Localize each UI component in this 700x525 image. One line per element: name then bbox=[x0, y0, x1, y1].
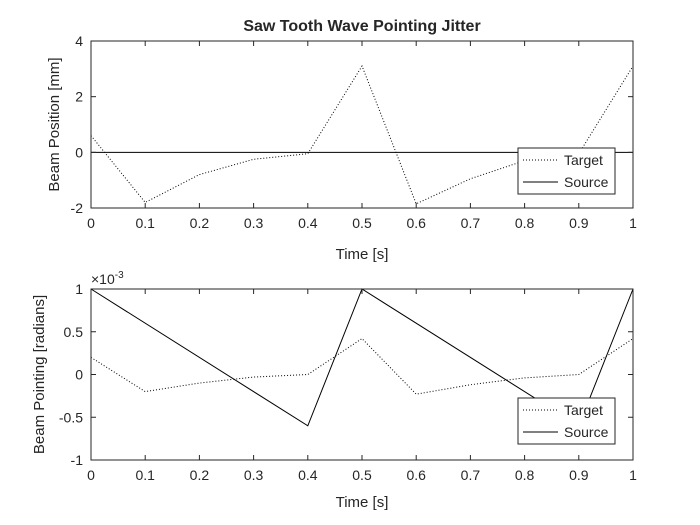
bottom-plot-y-ticks: -1 -0.5 0 0.5 1 bbox=[59, 281, 633, 468]
bottom-x-tick-label: 0 bbox=[87, 467, 95, 483]
exponent-base: ×10 bbox=[91, 271, 115, 287]
bottom-y-tick-label: 0.5 bbox=[64, 324, 84, 340]
bottom-x-tick-label: 0.8 bbox=[515, 467, 535, 483]
bottom-x-tick-label: 0.1 bbox=[135, 467, 155, 483]
bottom-x-tick-label: 0.2 bbox=[190, 467, 210, 483]
top-x-tick-label: 0.8 bbox=[515, 215, 535, 231]
bottom-plot-x-ticks: 0 0.1 0.2 0.3 0.4 0.5 0.6 0.7 0.8 0.9 1 bbox=[87, 289, 637, 483]
bottom-plot-legend: Target Source bbox=[517, 397, 616, 445]
bottom-legend-source-label: Source bbox=[564, 424, 609, 440]
bottom-x-tick-label: 0.6 bbox=[406, 467, 426, 483]
bottom-series-target-line bbox=[90, 337, 634, 395]
top-plot: Saw Tooth Wave Pointing Jitter 0 0.1 0.2 0.… bbox=[46, 18, 637, 263]
top-y-tick-label: 4 bbox=[75, 33, 83, 49]
top-plot-legend: Target Source bbox=[517, 147, 616, 195]
top-y-tick-label: 0 bbox=[75, 144, 83, 160]
bottom-plot-y-label: Beam Pointing [radians] bbox=[31, 295, 48, 454]
top-legend-target-label: Target bbox=[564, 152, 603, 168]
bottom-x-tick-label: 0.7 bbox=[461, 467, 481, 483]
top-plot-y-ticks: -2 0 2 4 bbox=[71, 33, 633, 216]
bottom-plot: 0 0.1 0.2 0.3 0.4 0.5 0.6 0.7 0.8 0.9 1 -1 -0.5 0 0.5… bbox=[31, 270, 637, 511]
bottom-y-tick-label: 0 bbox=[75, 367, 83, 383]
top-x-tick-label: 0.3 bbox=[244, 215, 264, 231]
exponent-power: -3 bbox=[115, 270, 124, 281]
bottom-y-tick-label: -0.5 bbox=[59, 409, 83, 425]
bottom-x-tick-label: 0.5 bbox=[352, 467, 372, 483]
top-plot-y-label: Beam Position [mm] bbox=[46, 57, 63, 191]
top-series-target-line bbox=[90, 64, 634, 205]
bottom-y-tick-label: 1 bbox=[75, 281, 83, 297]
top-x-tick-label: 0.2 bbox=[190, 215, 210, 231]
bottom-plot-x-label: Time [s] bbox=[336, 494, 389, 511]
bottom-x-tick-label: 0.9 bbox=[569, 467, 589, 483]
top-y-tick-label: -2 bbox=[71, 200, 84, 216]
top-plot-title: Saw Tooth Wave Pointing Jitter bbox=[243, 18, 480, 35]
bottom-x-tick-label: 1 bbox=[629, 467, 637, 483]
top-plot-x-label: Time [s] bbox=[336, 246, 389, 263]
top-x-tick-label: 0.1 bbox=[135, 215, 155, 231]
top-x-tick-label: 0.6 bbox=[406, 215, 426, 231]
bottom-x-tick-label: 0.4 bbox=[298, 467, 318, 483]
bottom-x-tick-label: 0.3 bbox=[244, 467, 264, 483]
top-x-tick-label: 0.7 bbox=[461, 215, 481, 231]
top-x-tick-label: 0.4 bbox=[298, 215, 318, 231]
top-x-tick-label: 1 bbox=[629, 215, 637, 231]
top-x-tick-label: 0 bbox=[87, 215, 95, 231]
top-legend-source-label: Source bbox=[564, 174, 609, 190]
bottom-legend-target-label: Target bbox=[564, 402, 603, 418]
bottom-plot-exponent: ×10-3 bbox=[91, 270, 124, 287]
top-plot-x-ticks: 0 0.1 0.2 0.3 0.4 0.5 0.6 0.7 0.8 0.9 1 bbox=[87, 41, 637, 231]
top-legend-box bbox=[517, 147, 616, 195]
top-y-tick-label: 2 bbox=[75, 89, 83, 105]
top-x-tick-label: 0.5 bbox=[352, 215, 372, 231]
bottom-legend-box bbox=[517, 397, 616, 445]
top-x-tick-label: 0.9 bbox=[569, 215, 589, 231]
bottom-y-tick-label: -1 bbox=[71, 452, 84, 468]
